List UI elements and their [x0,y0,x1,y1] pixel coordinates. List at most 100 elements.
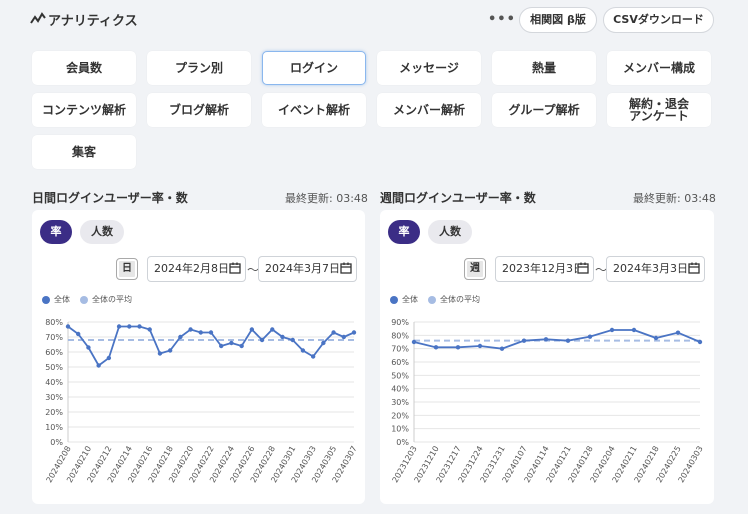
category-button[interactable]: プラン別 [147,51,251,85]
y-tick-label: 40% [391,385,409,394]
data-point [653,335,659,341]
y-tick-label: 0% [50,438,63,447]
category-button[interactable]: グループ解析 [492,93,596,127]
data-point [167,348,173,353]
data-point [178,334,183,340]
y-tick-label: 80% [45,318,63,327]
daily-tilde: 〜 [247,263,260,277]
legend-label-total: 全体 [402,295,418,304]
weekly-date-from[interactable]: 2023年12月3日 [495,256,594,282]
y-tick-label: 0% [396,438,409,447]
data-point [76,331,81,337]
analytics-icon [30,12,46,24]
data-point [147,327,152,332]
daily-date-from-text: 2024年2月8日 [154,262,229,275]
weekly-date-from-text: 2023年12月3日 [502,262,584,275]
data-point [219,343,224,349]
y-tick-label: 70% [391,345,409,354]
category-button[interactable]: 解約・退会 アンケート [607,93,711,127]
category-button[interactable]: メッセージ [377,51,481,85]
data-point [65,324,71,329]
y-tick-label: 50% [391,371,409,380]
y-tick-label: 30% [45,393,63,402]
calendar-icon [577,262,589,274]
data-point [116,324,122,329]
data-point [259,337,265,343]
legend-label-total: 全体 [54,295,70,304]
data-point [609,327,615,333]
legend-dot [42,295,50,304]
category-button[interactable]: 会員数 [32,51,136,85]
weekly-date-to[interactable]: 2024年3月3日 [606,256,705,282]
data-point [565,338,571,343]
weekly-legend: 全体 全体の平均 [390,294,480,305]
category-button[interactable]: メンバー解析 [377,93,481,127]
data-point [310,354,316,359]
category-button[interactable]: 集客 [32,135,136,169]
daily-date-from[interactable]: 2024年2月8日 [147,256,246,282]
daily-section-title: 日間ログインユーザー率・数 [32,191,188,205]
app-title: アナリティクス [48,14,138,29]
weekly-section-title: 週間ログインユーザー率・数 [380,191,536,205]
data-point [198,330,203,335]
daily-card: 率 人数 日 2024年2月8日 〜 2024年3月7日 全体 全体の平均 0%… [32,210,365,504]
weekly-chart: 0%10%20%30%40%50%60%70%80%90%20231203202… [391,318,705,484]
weekly-card: 率 人数 週 2023年12月3日 〜 2024年3月3日 全体 全体の平均 0… [380,210,714,504]
calendar-icon [340,262,352,274]
weekly-rate-tab[interactable]: 率 [388,220,420,244]
data-point [587,334,593,339]
weekly-count-tab[interactable]: 人数 [428,220,472,244]
data-point [455,345,461,350]
category-button[interactable]: ブログ解析 [147,93,251,127]
data-point [239,343,244,349]
data-point [249,327,255,332]
legend-label-average: 全体の平均 [440,295,480,304]
data-point [127,324,132,329]
y-tick-label: 50% [45,363,63,372]
y-tick-label: 10% [45,423,63,432]
data-point [321,340,326,346]
data-point [208,330,214,335]
data-point [300,348,306,353]
data-point [543,337,549,342]
daily-date-to[interactable]: 2024年3月7日 [258,256,357,282]
legend-dot [428,295,436,304]
category-button[interactable]: メンバー構成 [607,51,711,85]
legend-dot [390,295,398,304]
category-button[interactable]: コンテンツ解析 [32,93,136,127]
legend-dot [80,295,88,304]
series-line-total [413,329,701,350]
daily-chart: 0%10%20%30%40%50%60%70%80%20240208202402… [45,318,359,484]
data-point [631,327,637,333]
y-tick-label: 90% [391,318,409,327]
weekly-unit-button[interactable]: 週 [464,258,486,280]
category-button[interactable]: ログイン [262,51,366,85]
weekly-date-to-text: 2024年3月3日 [613,262,688,275]
category-button[interactable]: 熱量 [492,51,596,85]
correlation-button[interactable]: 相関図 β版 [519,7,597,33]
data-point [229,340,234,346]
y-tick-label: 40% [45,378,63,387]
y-tick-label: 10% [391,425,409,434]
more-menu-icon[interactable]: ••• [488,12,516,27]
csv-download-button[interactable]: CSVダウンロード [603,7,714,33]
data-point [477,343,483,349]
y-tick-label: 20% [45,408,63,417]
data-point [188,327,193,332]
daily-rate-tab[interactable]: 率 [40,220,72,244]
category-button[interactable]: イベント解析 [262,93,366,127]
data-point [86,345,91,350]
daily-count-tab[interactable]: 人数 [80,220,124,244]
daily-unit-button[interactable]: 日 [116,258,138,280]
data-point [96,363,101,368]
y-tick-label: 30% [391,398,409,407]
data-point [157,351,163,356]
data-point [270,327,275,332]
weekly-tilde: 〜 [595,263,608,277]
data-point [137,324,142,329]
daily-date-to-text: 2024年3月7日 [265,262,340,275]
data-point [351,330,357,335]
data-point [411,339,417,345]
header: アナリティクス ••• 相関図 β版 CSVダウンロード [0,0,748,38]
weekly-updated: 最終更新: 03:48 [633,192,716,205]
